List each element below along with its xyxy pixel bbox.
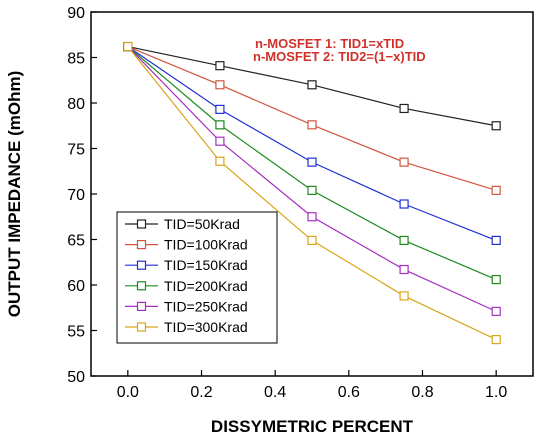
- data-point: [491, 274, 501, 285]
- data-point: [215, 61, 225, 71]
- data-point: [215, 136, 225, 146]
- data-point: [215, 80, 225, 90]
- y-tick-label: 55: [67, 324, 85, 341]
- annotation-mosfet-1: n-MOSFET 1: TID1=xTID: [255, 36, 404, 51]
- y-tick-label: 85: [67, 51, 85, 68]
- legend-item: TID=200Krad: [125, 278, 248, 294]
- data-point: [307, 235, 317, 246]
- data-point: [307, 212, 317, 222]
- data-point: [491, 335, 501, 345]
- data-point: [399, 264, 409, 275]
- x-axis-ticks: 0.0 0.2 0.4 0.6 0.8 1.0: [117, 370, 507, 401]
- data-point: [215, 120, 225, 130]
- y-tick-label: 65: [67, 233, 85, 250]
- legend-marker: [136, 301, 147, 311]
- data-point: [491, 306, 501, 316]
- data-point: [399, 103, 409, 114]
- legend-label: TID=100Krad: [164, 237, 248, 253]
- legend-marker: [136, 219, 147, 229]
- y-tick-label: 70: [67, 187, 85, 204]
- data-point: [399, 291, 409, 301]
- data-point: [491, 235, 501, 246]
- legend-label: TID=250Krad: [164, 298, 248, 314]
- y-tick-label: 90: [67, 5, 85, 22]
- y-tick-label: 75: [67, 142, 85, 159]
- y-axis-title: OUTPUT IMPEDANCE (mOhm): [5, 71, 24, 318]
- legend-marker: [136, 322, 147, 332]
- x-tick-label: 0.6: [338, 384, 360, 401]
- data-point: [491, 185, 501, 195]
- data-point: [399, 235, 409, 246]
- legend-marker: [136, 281, 147, 291]
- data-point: [307, 157, 317, 167]
- legend-marker: [136, 240, 147, 250]
- x-tick-label: 0.0: [117, 384, 139, 401]
- data-point: [399, 199, 409, 209]
- legend-label: TID=50Krad: [164, 216, 240, 232]
- data-point: [307, 185, 317, 195]
- legend-label: TID=200Krad: [164, 278, 248, 294]
- legend-item: TID=150Krad: [125, 257, 248, 273]
- data-point: [307, 80, 317, 90]
- data-point: [215, 156, 225, 166]
- legend: TID=50Krad TID=100Krad TID=150Krad TID=200K…: [125, 216, 248, 335]
- legend-item: TID=250Krad: [125, 298, 248, 314]
- data-point: [307, 120, 317, 130]
- data-point: [123, 41, 133, 52]
- y-tick-label: 80: [67, 96, 85, 113]
- x-tick-label: 0.4: [264, 384, 286, 401]
- legend-item: TID=50Krad: [125, 216, 240, 232]
- x-tick-label: 0.2: [190, 384, 212, 401]
- legend-marker: [136, 260, 147, 270]
- x-tick-label: 1.0: [485, 384, 507, 401]
- series-5: [123, 41, 501, 345]
- series-layer: [123, 41, 501, 345]
- x-tick-label: 0.8: [411, 384, 433, 401]
- annotation-mosfet-2: n-MOSFET 2: TID2=(1−x)TID: [253, 49, 426, 64]
- legend-box: [116, 211, 278, 344]
- legend-label: TID=300Krad: [164, 319, 248, 335]
- legend-item: TID=300Krad: [125, 319, 248, 335]
- x-axis-title: DISSYMETRIC PERCENT: [211, 417, 414, 436]
- y-tick-label: 50: [67, 369, 85, 386]
- y-tick-label: 60: [67, 278, 85, 295]
- data-point: [215, 104, 225, 114]
- legend-item: TID=100Krad: [125, 237, 248, 253]
- y-axis-ticks: 50 55 60 65 70 75 80 85 90: [67, 5, 97, 386]
- legend-label: TID=150Krad: [164, 257, 248, 273]
- data-point: [399, 157, 409, 167]
- data-point: [491, 121, 501, 131]
